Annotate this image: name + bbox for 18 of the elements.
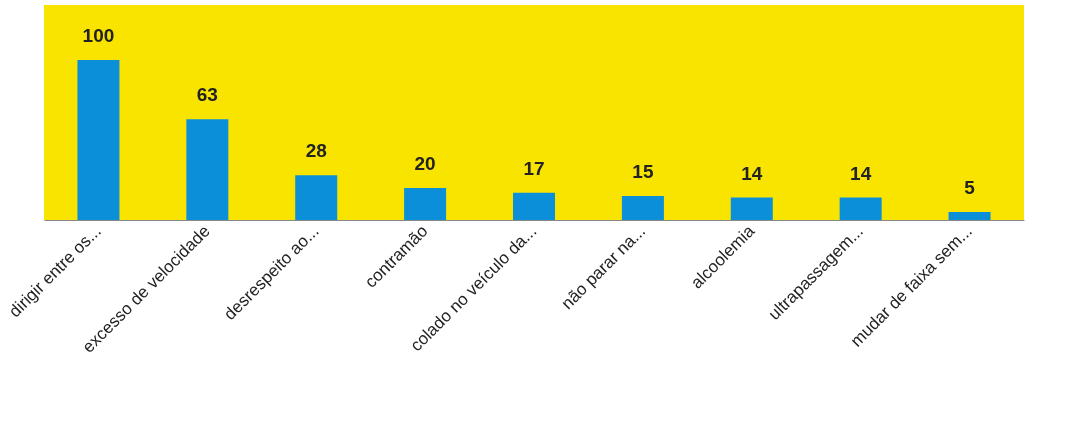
data-label: 28	[305, 140, 327, 162]
bar	[513, 192, 555, 220]
data-label: 17	[523, 157, 545, 179]
bar	[295, 175, 338, 220]
bar	[839, 197, 882, 220]
data-label: 14	[741, 162, 763, 184]
bar	[186, 119, 229, 220]
data-label: 14	[850, 162, 872, 184]
data-label: 100	[82, 25, 115, 46]
bar	[948, 212, 991, 220]
bar	[404, 188, 447, 220]
bar	[77, 60, 120, 220]
bar	[730, 197, 773, 220]
data-label: 20	[414, 153, 436, 174]
bar	[621, 196, 664, 220]
data-label: 5	[964, 177, 976, 198]
data-label: 63	[196, 84, 218, 106]
data-label: 15	[632, 161, 654, 182]
